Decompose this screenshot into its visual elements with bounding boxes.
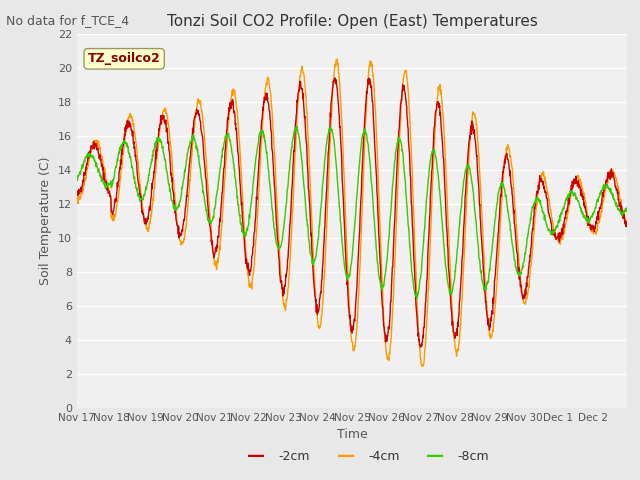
Text: -2cm: -2cm bbox=[278, 449, 310, 463]
Text: —: — bbox=[247, 447, 265, 465]
Text: Tonzi Soil CO2 Profile: Open (East) Temperatures: Tonzi Soil CO2 Profile: Open (East) Temp… bbox=[166, 14, 538, 29]
Text: —: — bbox=[337, 447, 355, 465]
Text: No data for f_TCE_4: No data for f_TCE_4 bbox=[6, 14, 129, 27]
X-axis label: Time: Time bbox=[337, 429, 367, 442]
Text: -8cm: -8cm bbox=[458, 449, 489, 463]
Text: —: — bbox=[426, 447, 444, 465]
Text: TZ_soilco2: TZ_soilco2 bbox=[88, 52, 161, 65]
Y-axis label: Soil Temperature (C): Soil Temperature (C) bbox=[39, 156, 52, 285]
Text: -4cm: -4cm bbox=[368, 449, 399, 463]
